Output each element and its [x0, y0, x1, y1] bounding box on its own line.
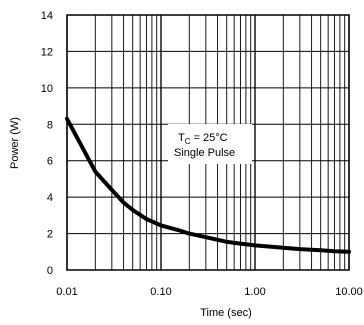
y-tick-label: 6 [47, 156, 53, 168]
annotation-rest: = 25°C [191, 132, 228, 144]
x-tick-label: 10.00 [335, 286, 363, 298]
plot-frame [66, 14, 350, 271]
series-points [66, 118, 350, 252]
series-line [65, 116, 351, 254]
y-tick-label: 0 [47, 265, 53, 277]
x-tick-label: 1.00 [244, 286, 265, 298]
annotation-line1: TC = 25°C [178, 132, 228, 146]
y-tick-label: 4 [47, 192, 53, 204]
y-axis-title: Power (W) [9, 117, 21, 169]
annotation-sub: C [185, 137, 191, 146]
x-tick-label: 0.10 [150, 286, 171, 298]
y-tick-label: 10 [41, 83, 53, 95]
annotation-line2: Single Pulse [174, 147, 235, 159]
y-tick-label: 8 [47, 119, 53, 131]
x-tick-label: 0.01 [56, 286, 77, 298]
y-tick-labels: 0 2 4 6 8 10 12 14 [41, 10, 53, 277]
annotation-t: T [178, 132, 185, 144]
x-axis-title: Time (sec) [200, 307, 252, 319]
x-tick-labels: 0.01 0.10 1.00 10.00 [56, 286, 362, 298]
annotation-box [168, 124, 252, 164]
y-tick-label: 14 [41, 10, 53, 22]
y-tick-label: 12 [41, 46, 53, 58]
y-tick-label: 2 [47, 229, 53, 241]
